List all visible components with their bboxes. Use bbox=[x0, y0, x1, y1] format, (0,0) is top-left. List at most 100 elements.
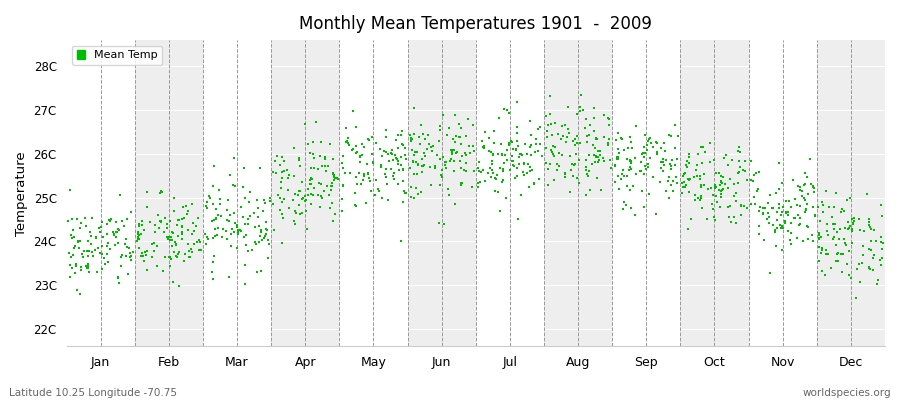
Point bbox=[825, 236, 840, 242]
Point bbox=[492, 115, 507, 122]
Point bbox=[298, 193, 312, 199]
Point bbox=[523, 144, 537, 150]
Point bbox=[153, 188, 167, 194]
Point bbox=[515, 152, 529, 158]
Point bbox=[525, 167, 539, 174]
Point bbox=[277, 158, 292, 164]
Point bbox=[668, 162, 682, 168]
Point bbox=[205, 182, 220, 189]
Point bbox=[814, 250, 828, 256]
Point bbox=[448, 201, 463, 207]
Point bbox=[752, 208, 766, 214]
Point bbox=[137, 258, 151, 264]
Point bbox=[395, 167, 410, 173]
Point bbox=[774, 212, 788, 218]
Point bbox=[446, 136, 461, 142]
Point bbox=[869, 281, 884, 287]
Point bbox=[215, 226, 230, 232]
Point bbox=[346, 108, 360, 114]
Point bbox=[830, 229, 844, 235]
Point bbox=[224, 242, 238, 249]
Point bbox=[644, 134, 658, 141]
Point bbox=[675, 190, 689, 196]
Point bbox=[486, 151, 500, 158]
Point bbox=[682, 177, 697, 184]
Point bbox=[843, 275, 858, 282]
Point bbox=[355, 152, 369, 158]
Point bbox=[675, 179, 689, 186]
Point bbox=[603, 164, 617, 171]
Point bbox=[792, 222, 806, 228]
Point bbox=[89, 233, 104, 240]
Point bbox=[765, 205, 779, 212]
Point bbox=[405, 135, 419, 142]
Point bbox=[581, 173, 596, 179]
Point bbox=[587, 115, 601, 121]
Point bbox=[601, 116, 616, 122]
Point bbox=[328, 175, 343, 181]
Point bbox=[224, 226, 238, 232]
Point bbox=[445, 148, 459, 155]
Point bbox=[752, 169, 767, 175]
Point bbox=[636, 143, 651, 150]
Point bbox=[89, 235, 104, 242]
Point bbox=[821, 231, 835, 238]
Point bbox=[228, 210, 242, 217]
Point bbox=[124, 257, 139, 263]
Point bbox=[712, 187, 726, 194]
Point bbox=[579, 164, 593, 170]
Point bbox=[381, 151, 395, 157]
Point bbox=[732, 158, 746, 164]
Point bbox=[230, 231, 245, 238]
Point bbox=[404, 137, 419, 144]
Point bbox=[448, 133, 463, 139]
Point bbox=[385, 150, 400, 157]
Point bbox=[743, 177, 758, 184]
Point bbox=[263, 194, 277, 201]
Point bbox=[708, 184, 723, 190]
Point bbox=[205, 269, 220, 275]
Point bbox=[535, 152, 549, 159]
Point bbox=[373, 188, 387, 195]
Point bbox=[150, 243, 165, 249]
Point bbox=[623, 187, 637, 194]
Point bbox=[77, 248, 92, 254]
Point bbox=[539, 113, 554, 120]
Point bbox=[301, 192, 315, 198]
Point bbox=[200, 205, 214, 212]
Point bbox=[172, 249, 186, 255]
Point bbox=[261, 237, 275, 243]
Point bbox=[788, 196, 803, 202]
Point bbox=[639, 166, 653, 172]
Point bbox=[734, 203, 748, 209]
Point bbox=[533, 140, 547, 147]
Point bbox=[867, 252, 881, 258]
Point bbox=[371, 186, 385, 192]
Point bbox=[445, 150, 459, 157]
Point bbox=[589, 135, 603, 141]
Point bbox=[784, 229, 798, 236]
Point bbox=[638, 150, 652, 156]
Point bbox=[421, 132, 436, 138]
Point bbox=[806, 238, 820, 244]
Point bbox=[364, 151, 379, 158]
Point bbox=[320, 163, 335, 169]
Point bbox=[774, 225, 788, 231]
Point bbox=[501, 142, 516, 148]
Point bbox=[256, 235, 271, 242]
Point bbox=[170, 217, 184, 223]
Point bbox=[566, 172, 580, 179]
Point bbox=[620, 156, 634, 162]
Point bbox=[271, 192, 285, 198]
Point bbox=[554, 136, 568, 142]
Point bbox=[248, 224, 262, 230]
Point bbox=[581, 132, 596, 138]
Point bbox=[772, 201, 787, 207]
Point bbox=[169, 242, 184, 249]
Point bbox=[862, 216, 877, 222]
Bar bbox=[817, 40, 885, 346]
Point bbox=[209, 206, 223, 212]
Point bbox=[500, 157, 514, 164]
Point bbox=[775, 209, 789, 215]
Point bbox=[544, 121, 558, 127]
